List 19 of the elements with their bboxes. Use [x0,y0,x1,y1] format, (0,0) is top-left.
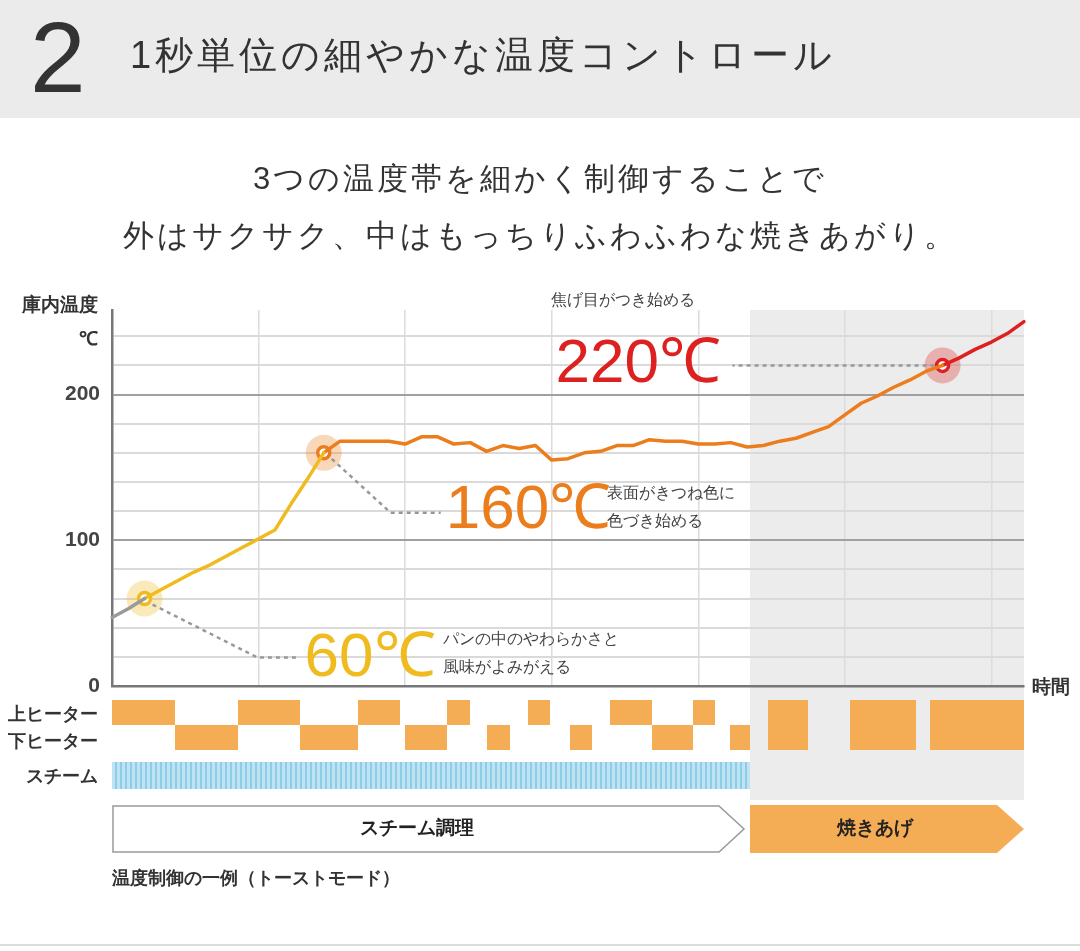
text: 温度制御の一例（トーストモード） [112,867,400,890]
text: 上ヒーター [8,703,98,725]
text: スチーム調理 [359,816,475,840]
annotation: パンの中のやわらかさと風味がよみがえる [441,629,619,675]
y-tick-label: 0 [88,672,100,696]
annotation: 220℃ [555,326,722,396]
annotation: 60℃ [304,619,436,689]
y-axis-title: 庫内温度 ℃ [21,294,98,350]
chart-subtitle: 3つの温度帯を細かく制御することで [251,160,829,198]
chart-title: 1秒単位の細やかな温度コントロール [130,33,837,78]
x-axis-title: 時間 [1032,676,1070,698]
y-tick-label: 100 [64,527,100,551]
text: 外はサクサク、中はもっちりふわふわな焼きあがり。 [121,217,959,255]
text: 焦げ目がつき始める [550,291,695,309]
text: 2 [30,1,86,113]
text: 下ヒーター [8,730,98,752]
y-tick-label: 200 [64,381,100,405]
text: スチーム [26,765,98,787]
text: 焼きあげ [835,816,915,840]
